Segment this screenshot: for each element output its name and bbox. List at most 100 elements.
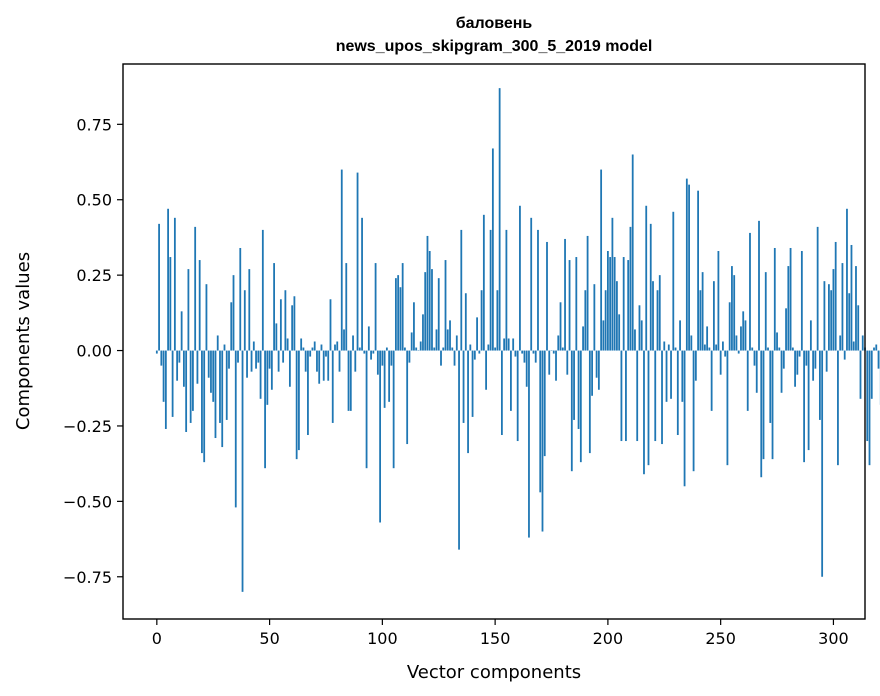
bar-158	[512, 338, 515, 351]
bar-48	[264, 350, 266, 469]
bar-70	[313, 341, 316, 351]
bar-234	[683, 350, 686, 487]
bar-102	[385, 347, 388, 351]
bar-135	[460, 229, 463, 351]
bar-296	[823, 281, 826, 351]
bar-29	[221, 350, 224, 448]
bar-0	[155, 350, 158, 354]
bar-28	[219, 350, 221, 423]
bar-205	[618, 314, 621, 351]
bar-306	[846, 208, 848, 351]
bar-229	[672, 211, 675, 351]
bar-312	[859, 350, 862, 399]
bar-288	[805, 350, 808, 366]
bar-301	[834, 241, 837, 351]
bar-225	[663, 341, 666, 351]
bar-271	[767, 347, 769, 351]
bar-99	[379, 350, 381, 523]
bar-197	[600, 169, 603, 351]
bar-284	[796, 350, 799, 375]
bar-60	[291, 305, 294, 351]
bar-212	[634, 329, 636, 351]
x-tick-label: 250	[705, 629, 736, 648]
bar-106	[394, 278, 397, 351]
bar-214	[638, 305, 641, 351]
bar-232	[679, 320, 681, 351]
bar-278	[782, 350, 785, 369]
bar-16	[192, 350, 194, 411]
y-tick-label: −0.75	[63, 568, 112, 587]
bar-157	[510, 350, 512, 411]
x-axis-label: Vector components	[407, 662, 581, 683]
bar-287	[803, 350, 805, 463]
bar-235	[685, 178, 688, 351]
x-tick-label: 50	[259, 629, 279, 648]
bar-185	[573, 350, 575, 420]
bar-54	[277, 350, 280, 372]
bar-115	[415, 347, 418, 351]
bar-2	[160, 350, 163, 366]
bar-285	[798, 350, 801, 357]
bar-47	[261, 229, 264, 351]
bar-96	[372, 350, 375, 354]
bar-167	[532, 350, 535, 354]
bar-123	[433, 347, 436, 351]
bar-293	[816, 226, 819, 351]
bar-32	[228, 350, 230, 369]
bar-247	[712, 281, 715, 351]
bar-193	[591, 350, 593, 396]
bar-15	[189, 350, 192, 423]
bar-113	[410, 332, 413, 351]
bar-161	[519, 205, 521, 351]
bar-223	[658, 275, 661, 351]
bar-50	[268, 350, 271, 369]
bar-153	[500, 350, 503, 436]
bar-9	[176, 350, 179, 381]
bar-97	[374, 263, 377, 351]
bar-178	[557, 335, 560, 351]
bar-141	[473, 350, 476, 360]
bar-11	[180, 311, 183, 351]
bar-183	[568, 260, 571, 351]
bar-162	[521, 350, 524, 354]
bar-206	[620, 350, 623, 442]
bar-100	[381, 350, 384, 366]
bar-65	[302, 347, 305, 351]
bar-7	[171, 350, 174, 417]
bar-181	[564, 238, 566, 351]
bar-68	[309, 350, 312, 357]
bar-117	[419, 341, 422, 351]
y-tick-label: 0.75	[76, 115, 112, 134]
bar-66	[304, 350, 307, 372]
bar-257	[735, 335, 738, 351]
x-tick-label: 150	[480, 629, 511, 648]
bar-233	[681, 350, 684, 402]
bar-40	[246, 350, 248, 378]
bar-95	[370, 350, 372, 360]
bar-275	[776, 332, 778, 351]
bar-245	[708, 347, 711, 351]
bar-12	[182, 350, 185, 387]
bar-84	[345, 263, 348, 351]
bar-33	[230, 302, 233, 351]
bar-58	[286, 338, 289, 351]
bar-269	[762, 350, 765, 460]
bar-98	[376, 350, 379, 375]
bar-131	[451, 347, 454, 351]
bar-56	[282, 350, 285, 363]
bar-125	[437, 278, 440, 351]
bar-25	[212, 350, 215, 402]
bar-110	[404, 347, 406, 351]
bar-140	[471, 350, 474, 417]
bar-59	[288, 350, 291, 387]
bars-group	[155, 88, 880, 592]
bar-307	[848, 293, 851, 351]
bar-154	[503, 338, 506, 351]
bar-42	[250, 350, 253, 372]
bar-57	[284, 290, 287, 351]
bar-202	[611, 217, 614, 351]
bar-142	[476, 317, 478, 351]
bar-74	[322, 350, 325, 381]
bar-316	[868, 350, 871, 466]
bar-231	[676, 350, 679, 436]
